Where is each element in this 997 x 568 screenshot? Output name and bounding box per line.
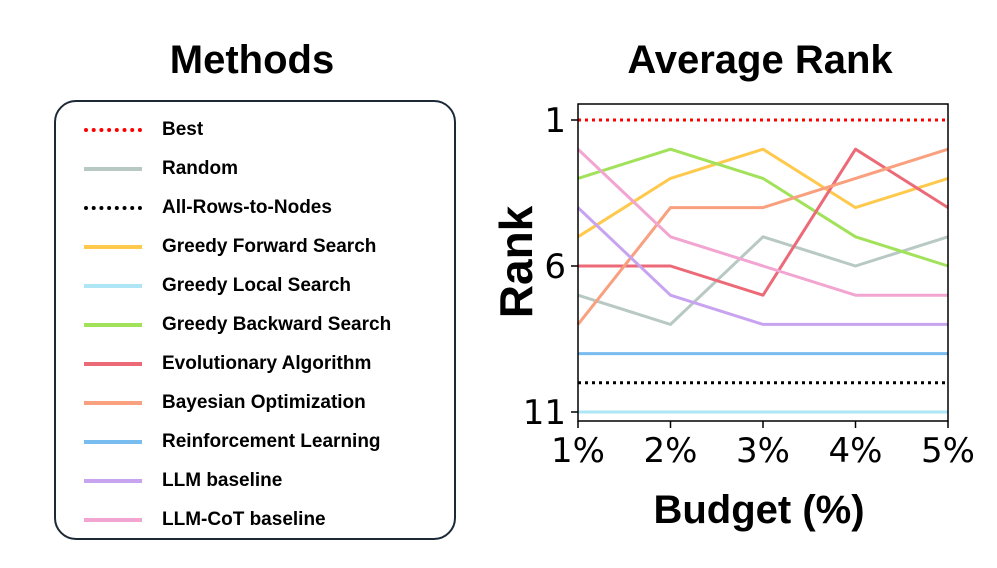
legend-item: Reinforcement Learning (84, 422, 381, 461)
legend-box: Best Random All-Rows-to-Nodes Greedy Forwar… (54, 100, 456, 540)
legend-item: Best (84, 110, 203, 149)
legend-label: Reinforcement Learning (162, 430, 381, 452)
series-line (577, 147, 949, 268)
series-line (576, 148, 948, 297)
series-line (576, 147, 949, 326)
y-tick-label: 1 (544, 101, 566, 141)
legend-item: All-Rows-to-Nodes (84, 188, 332, 227)
legend-title: Methods (169, 38, 335, 82)
legend-swatch (84, 322, 142, 327)
legend-item: LLM baseline (84, 461, 282, 500)
legend-label: Greedy Local Search (162, 274, 352, 296)
legend-swatch (84, 244, 142, 249)
legend-swatch (84, 439, 142, 444)
legend-label: All-Rows-to-Nodes (162, 196, 332, 218)
legend-label: LLM baseline (162, 469, 283, 491)
plot-frame (577, 103, 949, 422)
y-axis-label: Rank (490, 205, 542, 318)
legend-item: Bayesian Optimization (84, 383, 366, 422)
x-tick-label: 3% (736, 431, 790, 471)
series-line (576, 206, 948, 326)
series-line (577, 147, 949, 239)
legend-label: Greedy Backward Search (162, 313, 392, 335)
legend-swatch (84, 478, 142, 483)
legend-swatch (84, 205, 142, 210)
legend-item: Greedy Backward Search (84, 305, 391, 344)
legend-swatch (84, 127, 142, 132)
legend-item: LLM-CoT baseline (84, 500, 326, 539)
x-axis-label: Budget (%) (653, 488, 864, 532)
y-tick-label: 6 (544, 247, 566, 287)
legend-swatch (84, 283, 142, 288)
legend-label: Bayesian Optimization (162, 391, 366, 413)
series-line (578, 147, 949, 297)
legend-swatch (84, 517, 142, 522)
x-tick-label: 1% (551, 431, 605, 471)
legend-item: Random (84, 149, 238, 188)
legend-item: Greedy Forward Search (84, 227, 376, 266)
legend-item: Greedy Local Search (84, 266, 351, 305)
legend-label: LLM-CoT baseline (162, 508, 326, 530)
legend-swatch (84, 361, 142, 366)
legend-swatch (84, 400, 142, 405)
legend-label: Best (162, 118, 204, 140)
x-tick-label: 4% (829, 431, 883, 471)
series-line (577, 235, 949, 326)
legend-label: Evolutionary Algorithm (162, 352, 372, 374)
legend-label: Greedy Forward Search (162, 235, 377, 257)
legend-item: Evolutionary Algorithm (84, 344, 371, 383)
legend-label: Random (162, 157, 238, 179)
chart-title: Average Rank (627, 38, 893, 82)
x-tick-label: 2% (644, 431, 698, 471)
x-tick-label: 5% (921, 431, 975, 471)
y-tick-label: 11 (523, 393, 566, 433)
legend-swatch (84, 166, 142, 171)
